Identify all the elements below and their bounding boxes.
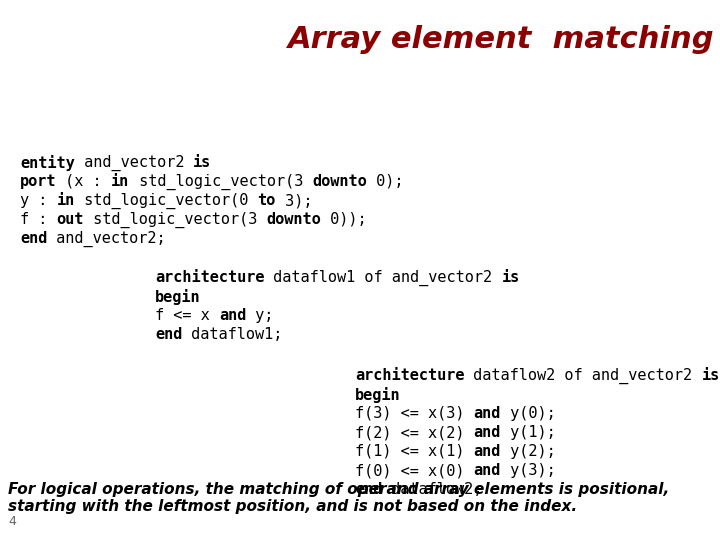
Text: y;: y;	[246, 308, 274, 323]
Text: begin: begin	[155, 289, 201, 305]
Text: std_logic_vector(0: std_logic_vector(0	[75, 193, 257, 209]
Text: y(1);: y(1);	[501, 425, 556, 440]
Text: and: and	[219, 308, 246, 323]
Text: 0));: 0));	[321, 212, 366, 227]
Text: dataflow2;: dataflow2;	[382, 482, 482, 497]
Text: is: is	[702, 368, 720, 383]
Text: end: end	[20, 231, 48, 246]
Text: dataflow2 of and_vector2: dataflow2 of and_vector2	[464, 368, 702, 384]
Text: For logical operations, the matching of operand array elements is positional,: For logical operations, the matching of …	[8, 482, 670, 497]
Text: entity: entity	[20, 155, 75, 171]
Text: y :: y :	[20, 193, 56, 208]
Text: and: and	[474, 425, 501, 440]
Text: end: end	[355, 482, 382, 497]
Text: architecture: architecture	[155, 270, 264, 285]
Text: y(2);: y(2);	[501, 444, 556, 459]
Text: dataflow1 of and_vector2: dataflow1 of and_vector2	[264, 270, 502, 286]
Text: is: is	[194, 155, 212, 170]
Text: std_logic_vector(3: std_logic_vector(3	[84, 212, 266, 228]
Text: downto: downto	[266, 212, 321, 227]
Text: port: port	[20, 174, 56, 189]
Text: is: is	[502, 270, 520, 285]
Text: downto: downto	[312, 174, 366, 189]
Text: in: in	[112, 174, 130, 189]
Text: architecture: architecture	[355, 368, 464, 383]
Text: (x :: (x :	[56, 174, 112, 189]
Text: out: out	[56, 212, 84, 227]
Text: y(0);: y(0);	[501, 406, 556, 421]
Text: std_logic_vector(3: std_logic_vector(3	[130, 174, 312, 190]
Text: Array element  matching: Array element matching	[289, 25, 715, 54]
Text: end: end	[155, 327, 182, 342]
Text: starting with the leftmost position, and is not based on the index.: starting with the leftmost position, and…	[8, 499, 577, 514]
Text: 0);: 0);	[366, 174, 403, 189]
Text: 4: 4	[8, 515, 16, 528]
Text: f(3) <= x(3): f(3) <= x(3)	[355, 406, 474, 421]
Text: f(1) <= x(1): f(1) <= x(1)	[355, 444, 474, 459]
Text: y(3);: y(3);	[501, 463, 556, 478]
Text: dataflow1;: dataflow1;	[182, 327, 283, 342]
Text: in: in	[56, 193, 75, 208]
Text: and: and	[474, 463, 501, 478]
Text: 3);: 3);	[276, 193, 312, 208]
Text: f(0) <= x(0): f(0) <= x(0)	[355, 463, 474, 478]
Text: and_vector2;: and_vector2;	[48, 231, 166, 247]
Text: and: and	[474, 444, 501, 459]
Text: f(2) <= x(2): f(2) <= x(2)	[355, 425, 474, 440]
Text: begin: begin	[355, 387, 400, 403]
Text: to: to	[257, 193, 276, 208]
Text: f :: f :	[20, 212, 56, 227]
Text: and_vector2: and_vector2	[75, 155, 194, 171]
Text: f <= x: f <= x	[155, 308, 219, 323]
Text: and: and	[474, 406, 501, 421]
